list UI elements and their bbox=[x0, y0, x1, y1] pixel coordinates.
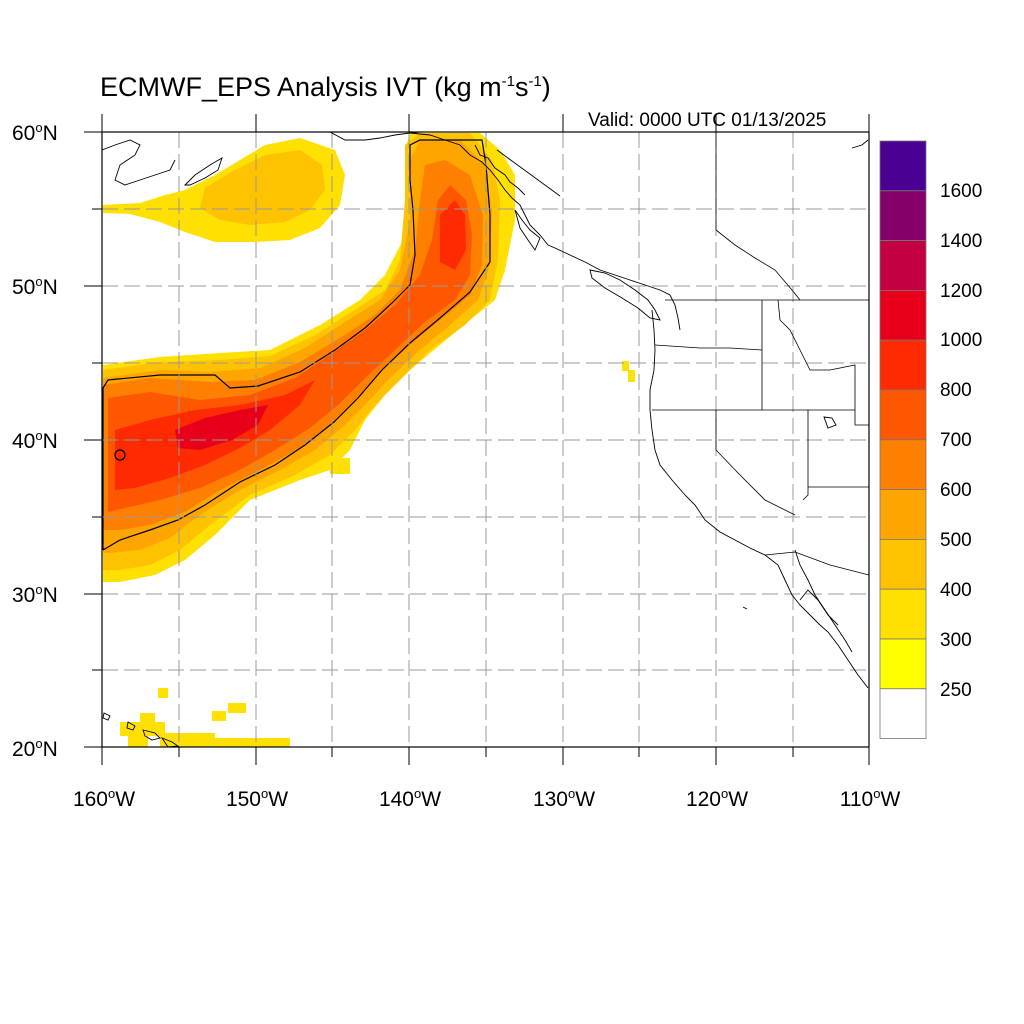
colorbar bbox=[879, 140, 927, 739]
colorbar-label: 1200 bbox=[940, 281, 983, 302]
colorbar-label: 800 bbox=[940, 380, 972, 401]
lon-label-120w: 120oW bbox=[685, 786, 749, 811]
colorbar-label: 300 bbox=[940, 630, 972, 651]
colorbar-swatch bbox=[879, 339, 927, 391]
gridlines bbox=[102, 132, 869, 747]
colorbar-label: 600 bbox=[940, 480, 972, 501]
coastlines bbox=[102, 132, 869, 747]
colorbar-swatch bbox=[879, 190, 927, 242]
colorbar-swatch bbox=[879, 289, 927, 341]
colorbar-label: 250 bbox=[940, 680, 972, 701]
state-borders bbox=[652, 132, 869, 576]
colorbar-swatch bbox=[879, 489, 927, 540]
lon-label-150w: 150oW bbox=[225, 786, 289, 811]
colorbar-label: 500 bbox=[940, 530, 972, 551]
lat-label-20: 20oN bbox=[12, 736, 58, 761]
colorbar-label: 1600 bbox=[940, 181, 983, 202]
colorbar-label: 1000 bbox=[940, 330, 983, 351]
colorbar-swatch bbox=[879, 439, 927, 490]
lat-label-30: 30oN bbox=[12, 582, 58, 607]
lon-label-160w: 160oW bbox=[72, 786, 136, 811]
lat-label-40: 40oN bbox=[12, 428, 58, 453]
axis-ticks bbox=[84, 114, 870, 765]
colorbar-swatch bbox=[879, 688, 927, 739]
colorbar-label: 700 bbox=[940, 430, 972, 451]
colorbar-swatch bbox=[879, 389, 927, 441]
valid-time-label: Valid: 0000 UTC 01/13/2025 bbox=[588, 110, 827, 131]
colorbar-label: 400 bbox=[940, 580, 972, 601]
colorbar-swatch bbox=[879, 539, 927, 590]
lon-label-110w: 110oW bbox=[839, 786, 901, 811]
lon-label-130w: 130oW bbox=[532, 786, 596, 811]
colorbar-label: 1400 bbox=[940, 231, 983, 252]
colorbar-swatch bbox=[879, 588, 927, 640]
colorbar-swatch bbox=[879, 638, 927, 690]
chart-title: ECMWF_EPS Analysis IVT (kg m-1s-1) bbox=[100, 72, 551, 102]
lat-label-50: 50oN bbox=[12, 274, 58, 299]
ivt-500-contour bbox=[102, 139, 491, 551]
lon-label-140w: 140oW bbox=[378, 786, 442, 811]
lat-label-60: 60oN bbox=[12, 120, 58, 145]
colorbar-swatch bbox=[879, 140, 927, 192]
colorbar-swatch bbox=[879, 240, 927, 291]
